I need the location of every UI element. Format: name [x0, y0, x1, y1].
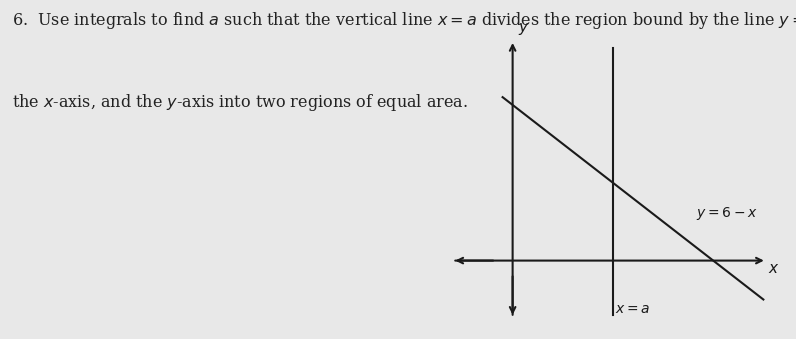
Text: the $x$-axis, and the $y$-axis into two regions of equal area.: the $x$-axis, and the $y$-axis into two … [12, 92, 468, 113]
Text: $y = 6 - x$: $y = 6 - x$ [696, 205, 759, 222]
Text: 6.  Use integrals to find $a$ such that the vertical line $x = a$ divides the re: 6. Use integrals to find $a$ such that t… [12, 10, 796, 31]
Text: $x$: $x$ [768, 262, 780, 276]
Text: $y$: $y$ [517, 21, 529, 38]
Text: $x = a$: $x = a$ [615, 302, 650, 316]
